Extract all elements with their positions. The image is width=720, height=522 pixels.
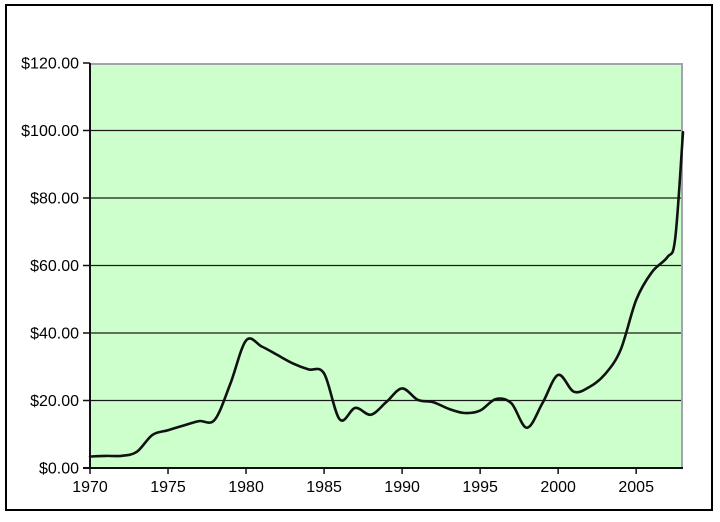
x-tick-label: 1995 bbox=[462, 479, 498, 496]
x-tick-label: 1975 bbox=[150, 479, 186, 496]
y-tick-label: $40.00 bbox=[30, 326, 79, 343]
y-tick-label: $80.00 bbox=[30, 191, 79, 208]
price-line bbox=[88, 130, 685, 458]
x-tick-label: 2000 bbox=[540, 479, 576, 496]
plot-border bbox=[90, 63, 683, 468]
y-tick-label: $120.00 bbox=[21, 56, 79, 73]
x-tick-label: 1980 bbox=[228, 479, 264, 496]
y-tick-label: $20.00 bbox=[30, 393, 79, 410]
x-tick-label: 1990 bbox=[384, 479, 420, 496]
y-tick-label: $100.00 bbox=[21, 123, 79, 140]
x-tick-label: 2005 bbox=[618, 479, 654, 496]
y-tick-label: $60.00 bbox=[30, 258, 79, 275]
x-tick-label: 1985 bbox=[306, 479, 342, 496]
y-tick-label: $0.00 bbox=[39, 461, 79, 478]
x-tick-label: 1970 bbox=[72, 479, 108, 496]
